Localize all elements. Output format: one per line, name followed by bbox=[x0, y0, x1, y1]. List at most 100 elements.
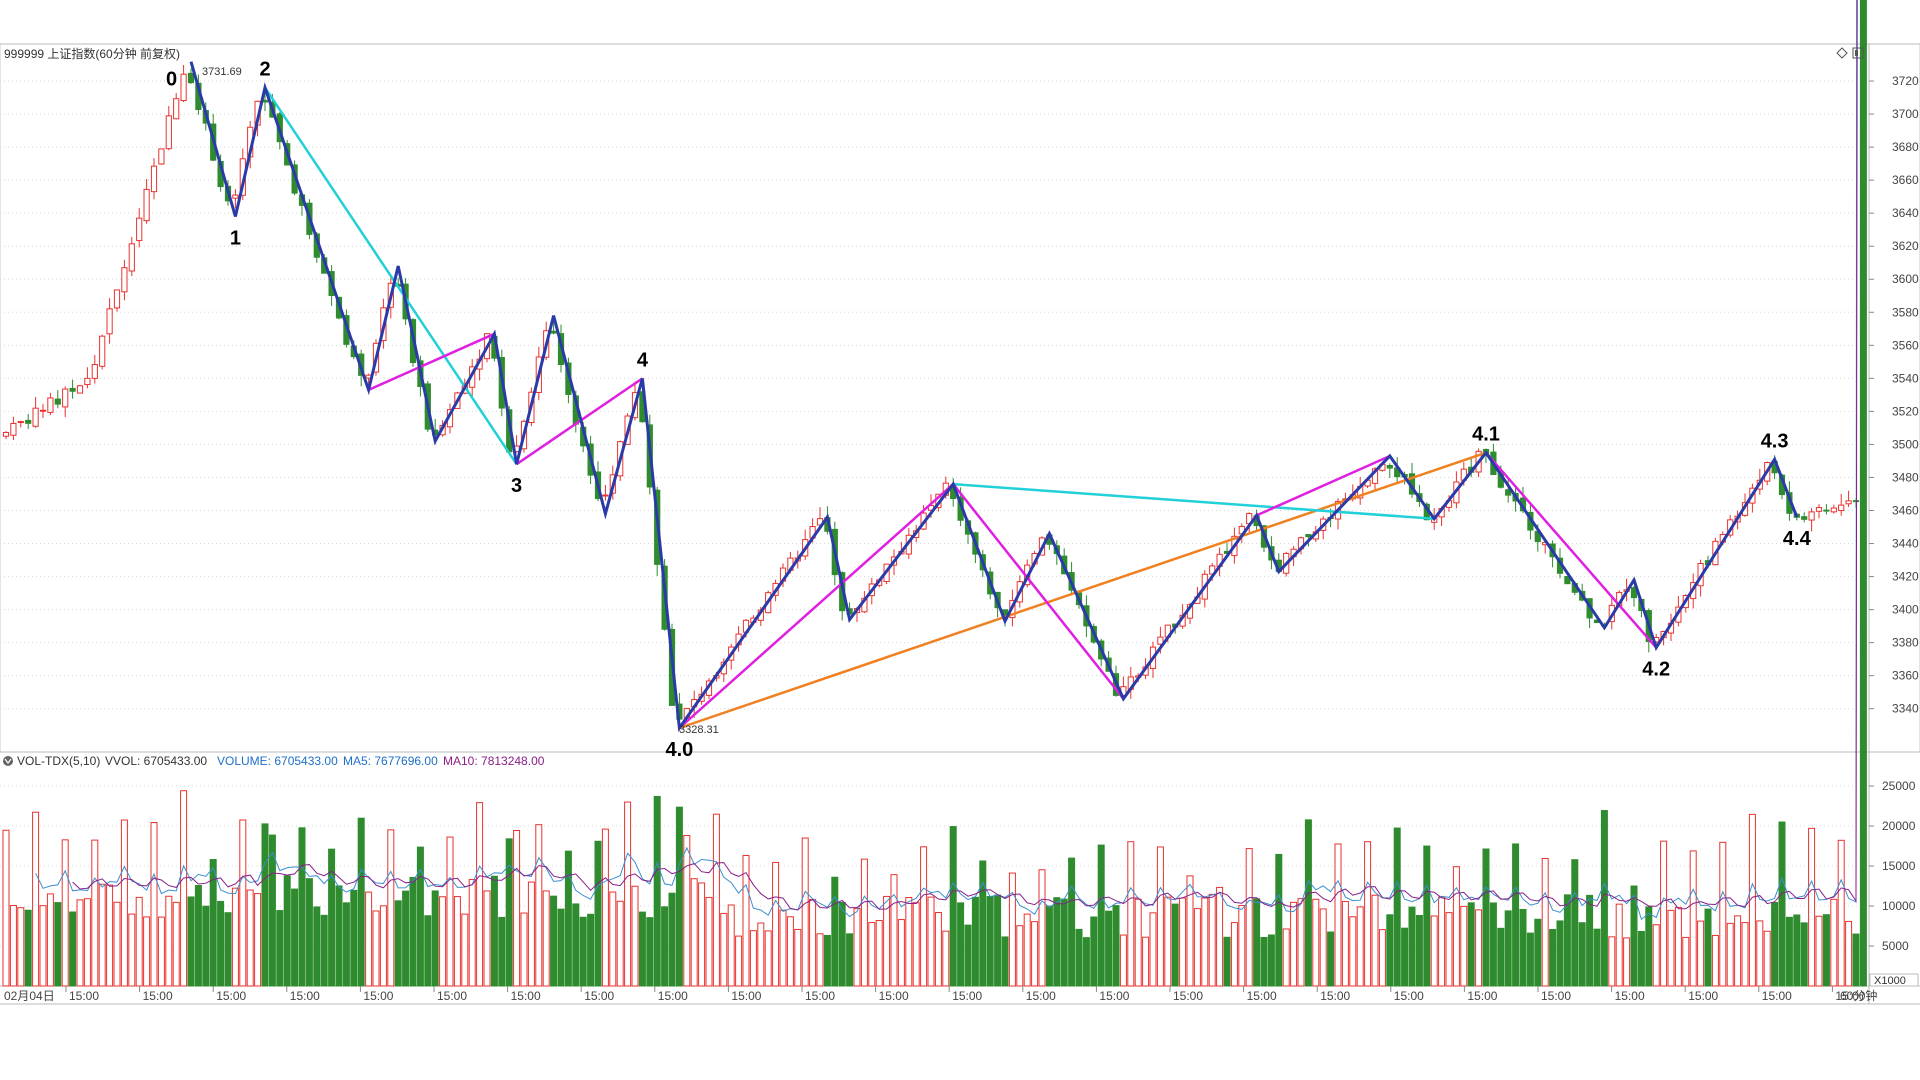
volume-bar bbox=[106, 884, 114, 987]
volume-bar bbox=[305, 878, 313, 987]
price-tick-label: 3640 bbox=[1892, 206, 1919, 220]
volume-bar bbox=[846, 933, 854, 987]
volume-collapse-icon[interactable] bbox=[3, 756, 13, 766]
volume-bar bbox=[453, 896, 461, 987]
volume-bar bbox=[638, 911, 646, 987]
volume-bar bbox=[957, 902, 965, 987]
volume-bar bbox=[490, 875, 498, 987]
volume-bar bbox=[735, 935, 743, 987]
volume-bar bbox=[1578, 922, 1586, 987]
volume-bar bbox=[550, 895, 558, 987]
low-price-annotation: 3328.31 bbox=[679, 724, 719, 736]
candle-body bbox=[602, 494, 609, 497]
volume-bar bbox=[1778, 821, 1786, 987]
volume-bar bbox=[720, 912, 728, 987]
volume-bar bbox=[1497, 927, 1505, 987]
volume-bar bbox=[165, 895, 173, 987]
volume-bar bbox=[1482, 848, 1490, 987]
volume-bar bbox=[823, 934, 831, 987]
volume-bar bbox=[1741, 922, 1749, 987]
volume-bar bbox=[587, 913, 595, 987]
volume-bar bbox=[942, 930, 950, 987]
volume-bar bbox=[1667, 909, 1675, 987]
candle-body bbox=[1564, 576, 1571, 585]
volume-bar bbox=[1549, 928, 1557, 987]
price-tick-label: 3360 bbox=[1892, 669, 1919, 683]
volume-header: VOL-TDX(5,10) VVOL: 6705433.00 VOLUME: 6… bbox=[3, 754, 545, 768]
volume-bar bbox=[1608, 936, 1616, 987]
volume-bar bbox=[1068, 857, 1076, 987]
volume-bar bbox=[1541, 858, 1549, 987]
candle-body bbox=[47, 397, 54, 413]
time-tick-label: 15:00 bbox=[1835, 989, 1865, 1003]
volume-bar bbox=[661, 906, 669, 987]
volume-bar bbox=[357, 817, 365, 987]
volume-bar bbox=[1075, 928, 1083, 987]
volume-bar bbox=[572, 903, 580, 987]
volume-bar bbox=[1142, 936, 1150, 987]
volume-bar bbox=[350, 889, 358, 987]
volume-bar bbox=[831, 876, 839, 987]
volume-bar bbox=[54, 902, 62, 987]
candle-body bbox=[550, 330, 557, 334]
volume-bar bbox=[542, 890, 550, 987]
volume-bar bbox=[416, 846, 424, 987]
volume-bar bbox=[379, 905, 387, 987]
volume-bar bbox=[1711, 934, 1719, 987]
volume-bar bbox=[1771, 902, 1779, 987]
panel-toggle-icon[interactable] bbox=[1852, 47, 1864, 59]
candle-body bbox=[106, 308, 113, 335]
volume-bar bbox=[757, 922, 765, 987]
candle-body bbox=[1505, 489, 1512, 496]
candle-body bbox=[1386, 464, 1393, 469]
candle-body bbox=[25, 419, 32, 424]
volume-bar bbox=[335, 885, 343, 987]
volume-bar bbox=[461, 913, 469, 987]
volume-bar bbox=[1082, 937, 1090, 987]
wave-label: 2 bbox=[259, 59, 270, 81]
volume-bar bbox=[313, 906, 321, 987]
volume-bar bbox=[1282, 928, 1290, 987]
volume-bar bbox=[1682, 936, 1690, 987]
diamond-icon[interactable] bbox=[1836, 47, 1848, 59]
volume-bar bbox=[513, 829, 521, 987]
volume-bar bbox=[402, 890, 410, 987]
volume-bar bbox=[1652, 924, 1660, 987]
cyan-trend-line bbox=[263, 86, 518, 465]
volume-bar bbox=[1467, 902, 1475, 987]
volume-bar bbox=[1119, 934, 1127, 987]
wave-label: 4.2 bbox=[1642, 659, 1670, 681]
price-tick-label: 3540 bbox=[1892, 371, 1919, 385]
chart-title: 999999 上证指数(60分钟 前复权) bbox=[4, 46, 180, 61]
volume-bar bbox=[1045, 905, 1053, 987]
volume-bar bbox=[1859, 0, 1867, 987]
volume-bar bbox=[1267, 934, 1275, 987]
volume-bar bbox=[1571, 859, 1579, 987]
volume-bar bbox=[564, 850, 572, 987]
volume-bar bbox=[143, 916, 151, 987]
volume-bar bbox=[527, 881, 535, 987]
price-tick-label: 3720 bbox=[1892, 74, 1919, 88]
volume-bar bbox=[853, 908, 861, 987]
time-tick-label: 15:00 bbox=[69, 989, 99, 1003]
time-tick-label: 15:00 bbox=[584, 989, 614, 1003]
volume-bar bbox=[76, 899, 84, 987]
volume-bar bbox=[387, 829, 395, 987]
volume-bar bbox=[1660, 840, 1668, 987]
volume-bar bbox=[1401, 927, 1409, 987]
volume-bar bbox=[1837, 839, 1845, 987]
volume-bar bbox=[372, 910, 380, 987]
volume-bar bbox=[365, 891, 373, 987]
volume-bar bbox=[1845, 920, 1853, 987]
volume-bar bbox=[557, 908, 565, 987]
volume-bar bbox=[1297, 898, 1305, 987]
wave-label: 4.3 bbox=[1761, 430, 1789, 452]
candle-body bbox=[1157, 636, 1164, 645]
ma5-line bbox=[35, 0, 1858, 921]
volume-bar bbox=[1430, 915, 1438, 987]
candle-body bbox=[158, 148, 165, 165]
volume-bar bbox=[742, 854, 750, 987]
volume-bar bbox=[1179, 897, 1187, 987]
candle-body bbox=[232, 194, 239, 199]
